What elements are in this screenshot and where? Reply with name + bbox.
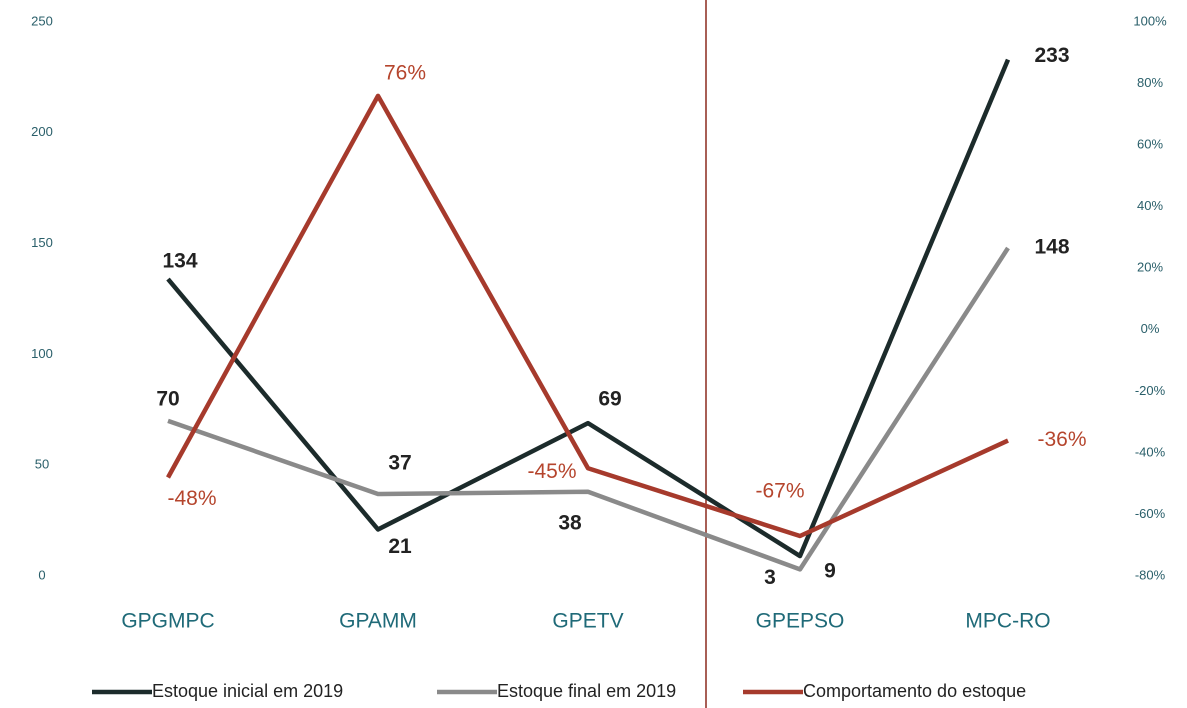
- data-label: -45%: [527, 460, 576, 483]
- y-tick-label: 50: [35, 457, 49, 472]
- x-tick-label: GPAMM: [339, 610, 417, 633]
- x-tick-label: GPGMPC: [121, 610, 214, 633]
- y2-tick-label: -40%: [1135, 444, 1166, 459]
- series-line: [167, 246, 1010, 572]
- y-tick-label: 100: [31, 346, 53, 361]
- data-label: 37: [388, 452, 411, 475]
- data-label: 70: [156, 387, 179, 410]
- data-label: -67%: [755, 480, 804, 503]
- y-tick-label: 0: [38, 567, 45, 582]
- data-label: 9: [824, 560, 836, 583]
- y2-tick-label: 40%: [1137, 198, 1163, 213]
- y2-tick-label: 80%: [1137, 75, 1163, 90]
- data-label: 148: [1034, 236, 1069, 259]
- series-line: [166, 93, 1009, 539]
- legend-label: Estoque final em 2019: [497, 681, 676, 701]
- data-label: 21: [388, 535, 412, 558]
- y2-tick-label: 100%: [1133, 13, 1167, 28]
- data-label: 38: [558, 511, 582, 534]
- legend-label: Comportamento do estoque: [803, 681, 1026, 701]
- y2-tick-label: 20%: [1137, 260, 1163, 275]
- data-label: 76%: [384, 61, 426, 84]
- data-label: -36%: [1037, 428, 1086, 451]
- y-tick-label: 150: [31, 235, 53, 250]
- data-label: 233: [1034, 44, 1069, 67]
- data-label: 134: [162, 250, 197, 273]
- y-tick-label: 250: [31, 13, 53, 28]
- x-tick-label: GPETV: [552, 610, 623, 633]
- x-tick-label: GPEPSO: [756, 610, 845, 633]
- y2-tick-label: -60%: [1135, 506, 1166, 521]
- x-tick-label: MPC-RO: [965, 610, 1050, 633]
- legend-label: Estoque inicial em 2019: [152, 681, 343, 701]
- data-label: -48%: [167, 487, 216, 510]
- y2-tick-label: 0%: [1141, 321, 1160, 336]
- series-line: [166, 58, 1011, 559]
- data-label: 69: [598, 388, 621, 411]
- y-tick-label: 200: [31, 124, 53, 139]
- y2-tick-label: -20%: [1135, 383, 1166, 398]
- y2-tick-label: 60%: [1137, 137, 1163, 152]
- y2-tick-label: -80%: [1135, 567, 1166, 582]
- data-label: 3: [764, 566, 776, 589]
